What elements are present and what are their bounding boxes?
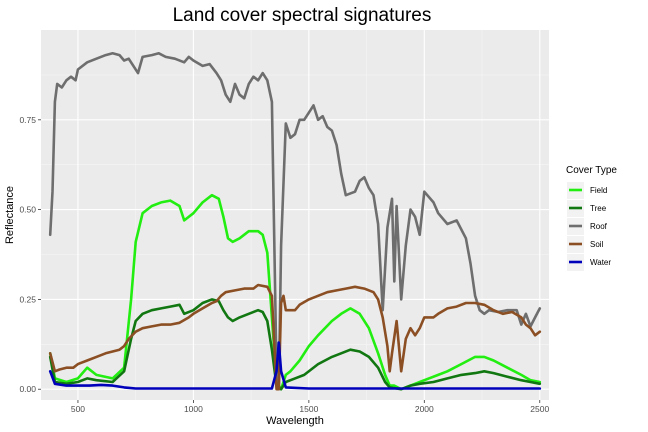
- grid-lines: [41, 30, 549, 400]
- legend-item-water: Water: [567, 254, 611, 271]
- y-tick-label: 0.75: [19, 115, 36, 125]
- y-axis-label: Reflectance: [4, 186, 16, 244]
- y-axis-ticks: 0.00 0.25 0.50 0.75: [19, 115, 41, 394]
- series-line-water: [48, 341, 542, 390]
- legend-item-tree: Tree: [567, 200, 607, 217]
- series-line-soil: [48, 283, 542, 391]
- legend-item-field: Field: [567, 182, 607, 199]
- x-tick-label: 1000: [184, 404, 203, 414]
- plot-panel: [41, 30, 549, 400]
- legend-label: Water: [590, 258, 611, 267]
- legend-label: Field: [590, 186, 607, 195]
- x-axis-label: Wavelength: [266, 415, 324, 427]
- chart-title: Land cover spectral signatures: [173, 5, 432, 26]
- y-tick-label: 0.25: [19, 294, 36, 304]
- y-tick-label: 0.50: [19, 205, 36, 215]
- series-line-tree: [48, 298, 542, 391]
- legend-label: Tree: [590, 204, 607, 213]
- series-line-roof: [48, 51, 542, 391]
- y-tick-label: 0.00: [19, 384, 36, 394]
- legend-label: Soil: [590, 240, 604, 249]
- legend-item-roof: Roof: [567, 218, 608, 235]
- legend: Cover Type Field Tree Roof Soil Water: [566, 165, 617, 271]
- x-axis-ticks: 500 1000 1500 2000 2500: [71, 400, 549, 414]
- legend-item-soil: Soil: [567, 236, 604, 253]
- series-layer: [48, 51, 542, 391]
- legend-label: Roof: [590, 222, 608, 231]
- legend-title: Cover Type: [566, 165, 617, 176]
- x-tick-label: 2000: [415, 404, 434, 414]
- x-tick-label: 2500: [530, 404, 549, 414]
- x-tick-label: 1500: [299, 404, 318, 414]
- x-tick-label: 500: [71, 404, 85, 414]
